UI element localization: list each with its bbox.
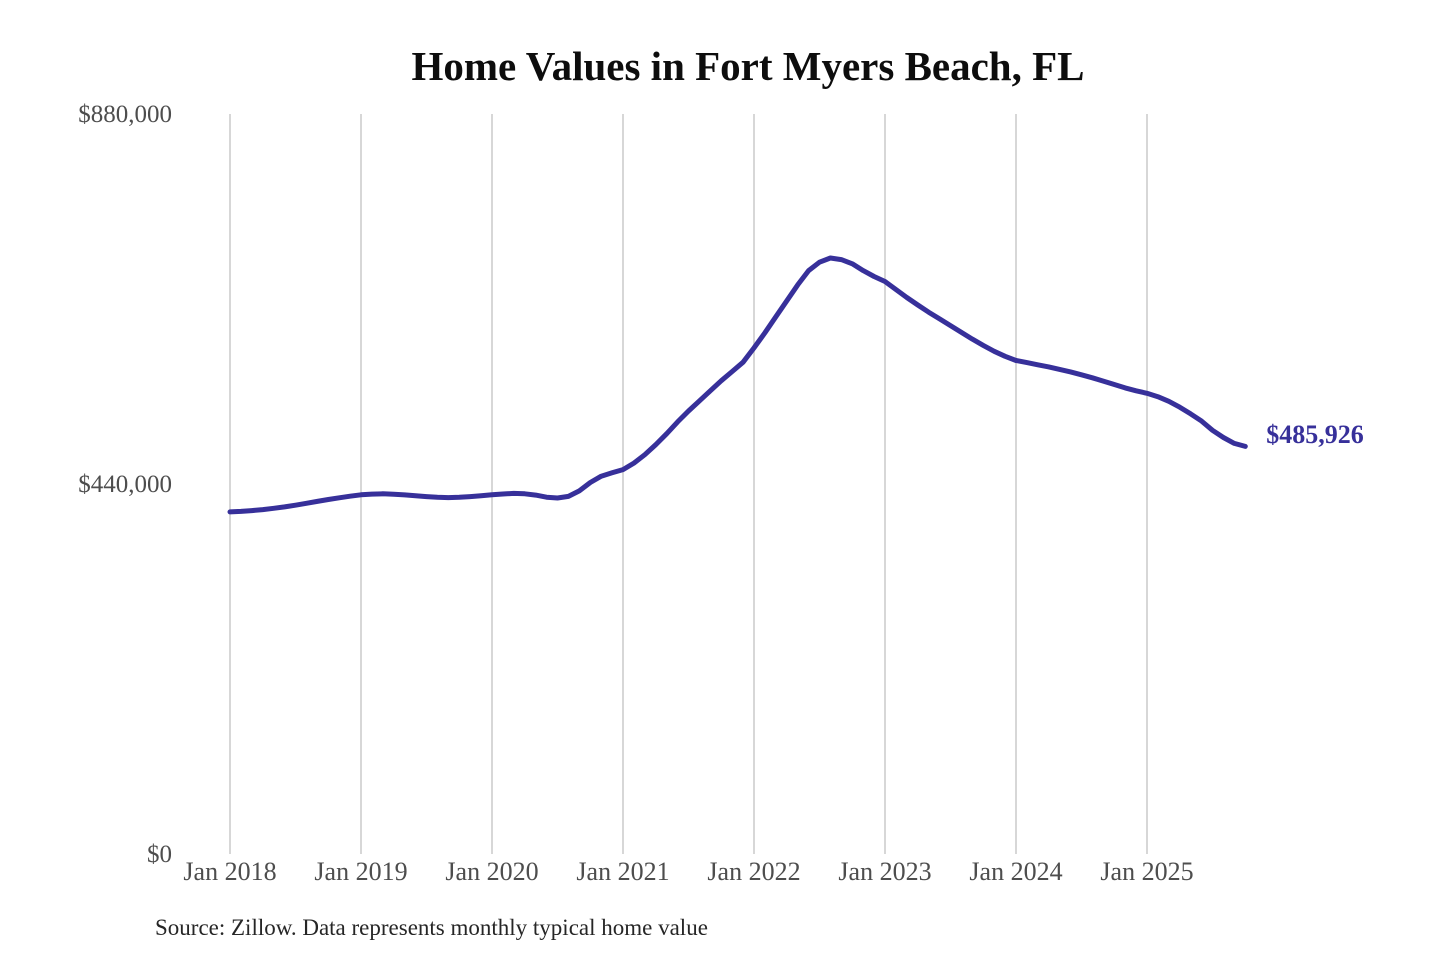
x-axis-tick-label: Jan 2021: [576, 857, 670, 886]
y-axis-tick-label: $0: [147, 841, 172, 868]
x-axis-tick-label: Jan 2020: [445, 857, 539, 886]
y-axis-tick-label: $880,000: [78, 101, 172, 128]
x-axis-tick-label: Jan 2023: [838, 857, 932, 886]
current-value-label: $485,926: [1266, 420, 1364, 450]
chart-title: Home Values in Fort Myers Beach, FL: [411, 43, 1085, 89]
source-note: Source: Zillow. Data represents monthly …: [155, 915, 708, 940]
x-axis-tick-label: Jan 2018: [183, 857, 277, 886]
x-axis-tick-label: Jan 2019: [314, 857, 408, 886]
home-value-line: [227, 255, 1248, 515]
y-axis-tick-label: $440,000: [78, 471, 172, 498]
x-axis-tick-label: Jan 2025: [1100, 857, 1194, 886]
x-axis-tick-label: Jan 2022: [707, 857, 801, 886]
x-axis-tick-label: Jan 2024: [969, 857, 1063, 886]
